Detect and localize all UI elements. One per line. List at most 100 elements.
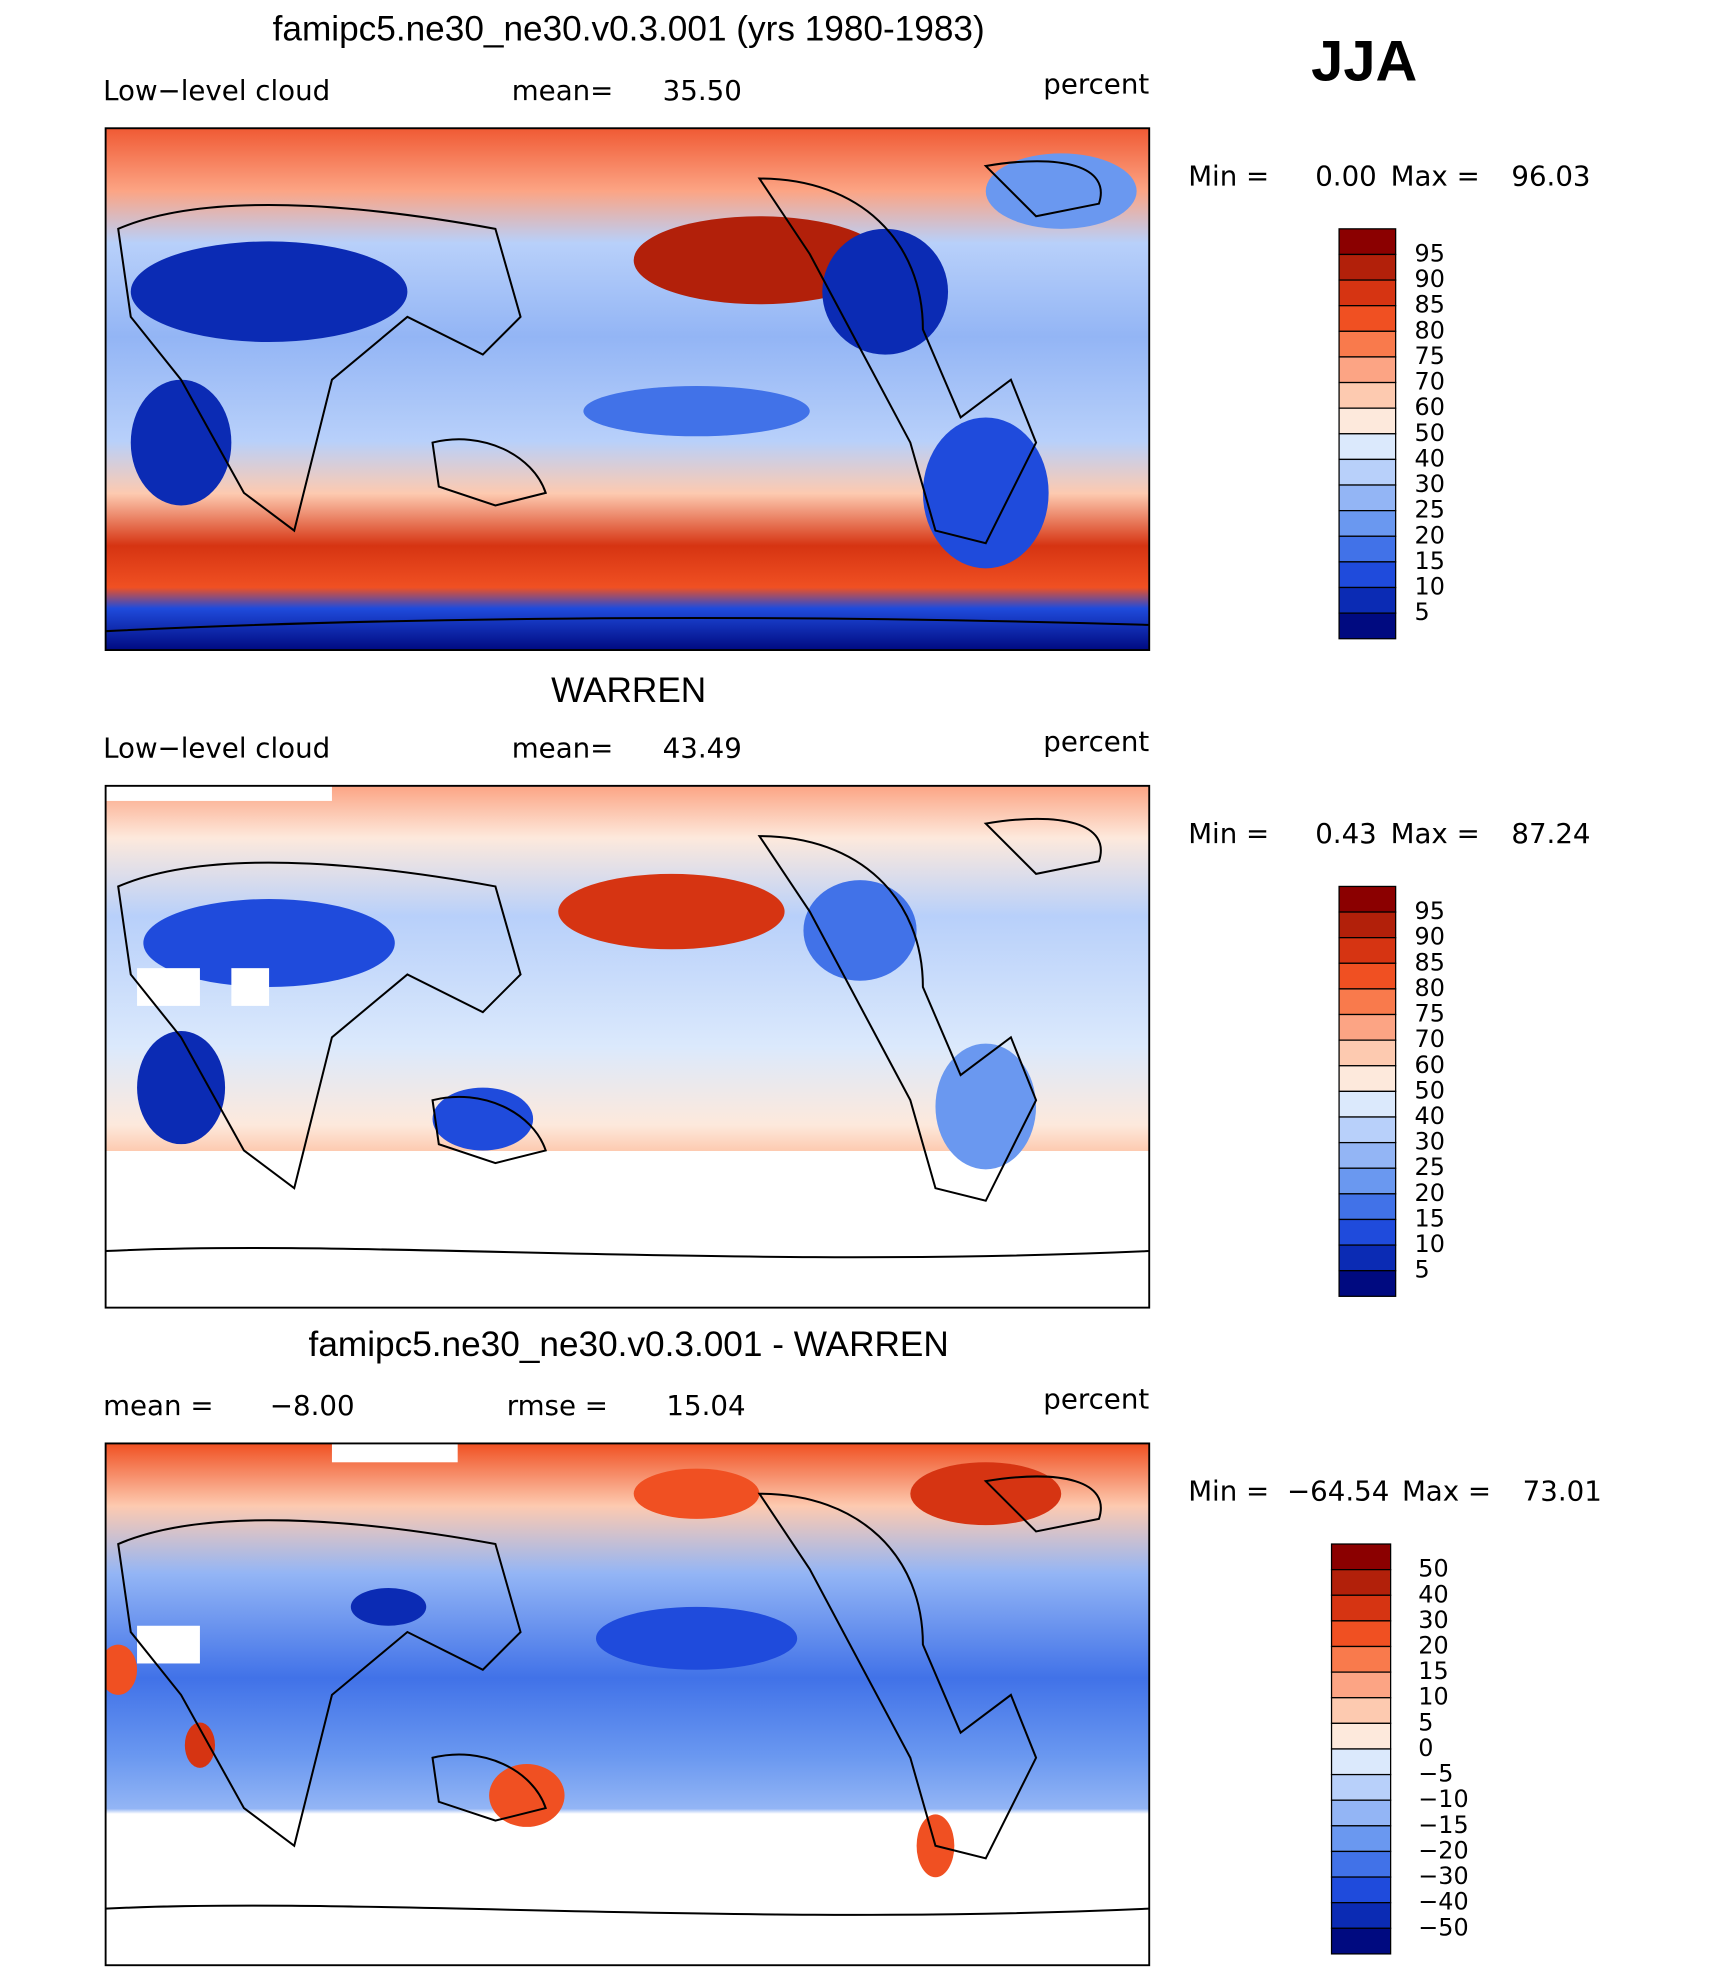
colorbar-box	[1330, 1722, 1392, 1750]
max-value: 96.03	[1511, 159, 1590, 192]
colorbar-label: 20	[1415, 521, 1445, 549]
colorbar-box	[1338, 988, 1397, 1016]
max-label: Max =	[1402, 1474, 1491, 1507]
map	[104, 1442, 1151, 1967]
colorbar-label: 5	[1415, 598, 1430, 626]
colorbar-box	[1338, 1039, 1397, 1067]
units: percent	[1043, 1383, 1149, 1416]
colorbar-box	[1338, 458, 1397, 486]
colorbar-box	[1338, 484, 1397, 512]
left-label: mean =	[103, 1389, 213, 1422]
colorbar-label: 25	[1415, 496, 1445, 524]
colorbar-box	[1330, 1645, 1392, 1673]
colorbar-label: −40	[1418, 1888, 1468, 1916]
colorbar-box	[1338, 433, 1397, 461]
max-label: Max =	[1391, 159, 1480, 192]
colorbar-label: 40	[1415, 1102, 1445, 1130]
colorbar-box	[1338, 279, 1397, 307]
colorbar-label: 15	[1415, 1204, 1445, 1232]
colorbar-box	[1330, 1697, 1392, 1724]
colorbar-box	[1338, 1167, 1397, 1195]
colorbar-label: −20	[1418, 1836, 1468, 1864]
stat-label: rmse =	[507, 1389, 608, 1422]
map	[104, 784, 1151, 1309]
colorbar-box	[1330, 1876, 1392, 1904]
colorbar-label: 30	[1415, 470, 1445, 498]
colorbar-box	[1338, 228, 1397, 256]
max-label: Max =	[1391, 817, 1480, 850]
colorbar-box	[1338, 962, 1397, 990]
season-label: JJA	[1311, 30, 1417, 94]
map	[104, 127, 1151, 651]
colorbar-box	[1338, 1116, 1397, 1144]
colorbar-box	[1338, 561, 1397, 589]
min-value: −64.54	[1287, 1474, 1389, 1507]
colorbar-box	[1330, 1594, 1392, 1622]
colorbar-box	[1338, 381, 1397, 409]
colorbar-label: 20	[1418, 1631, 1448, 1659]
colorbar-box	[1338, 510, 1397, 537]
left-value: −8.00	[270, 1389, 355, 1422]
colorbar-label: 15	[1415, 547, 1445, 575]
colorbar-label: 80	[1415, 974, 1445, 1002]
panel-title: WARREN	[551, 671, 706, 710]
colorbar-label: 0	[1418, 1734, 1433, 1762]
colorbar-label: 20	[1415, 1179, 1445, 1207]
colorbar-box	[1330, 1620, 1392, 1648]
colorbar-label: 90	[1415, 265, 1445, 293]
panel-title: famipc5.ne30_ne30.v0.3.001 (yrs 1980-198…	[273, 10, 985, 49]
panel-title: famipc5.ne30_ne30.v0.3.001 - WARREN	[309, 1325, 949, 1364]
colorbar-label: −50	[1418, 1913, 1468, 1941]
colorbar-box	[1330, 1825, 1392, 1853]
colorbar-box	[1330, 1569, 1392, 1596]
colorbar-box	[1330, 1773, 1392, 1801]
colorbar-box	[1338, 1141, 1397, 1169]
colorbar-box	[1338, 1090, 1397, 1118]
panel: famipc5.ne30_ne30.v0.3.001 - WARREN mean…	[103, 1325, 1602, 1967]
left-label: Low−level cloud	[103, 731, 330, 764]
colorbar-box	[1338, 586, 1397, 614]
colorbar-label: 60	[1415, 1051, 1445, 1079]
colorbar-label: 50	[1415, 419, 1445, 447]
colorbar-box	[1338, 911, 1397, 939]
max-value: 73.01	[1523, 1474, 1602, 1507]
min-label: Min =	[1188, 817, 1269, 850]
colorbar-label: 50	[1415, 1076, 1445, 1104]
colorbar-label: 85	[1415, 291, 1445, 319]
colorbar-label: 70	[1415, 1025, 1445, 1053]
colorbar-label: −15	[1418, 1811, 1468, 1839]
colorbar-label: 30	[1415, 1128, 1445, 1156]
colorbar-label: 75	[1415, 342, 1445, 370]
colorbar-label: 95	[1415, 239, 1445, 267]
colorbar-box	[1330, 1799, 1392, 1827]
stat-label: mean=	[512, 731, 614, 764]
colorbar-box	[1338, 937, 1397, 964]
min-label: Min =	[1188, 1474, 1269, 1507]
stat-label: mean=	[512, 74, 614, 107]
colorbar-label: 75	[1415, 1000, 1445, 1028]
colorbar-box	[1330, 1748, 1392, 1776]
colorbar-label: 70	[1415, 368, 1445, 396]
colorbar-label: 90	[1415, 923, 1445, 951]
colorbar-label: 5	[1418, 1708, 1433, 1736]
colorbar-label: 25	[1415, 1153, 1445, 1181]
colorbar-box	[1338, 356, 1397, 384]
colorbar-box	[1338, 1013, 1397, 1041]
colorbar-box	[1338, 1244, 1397, 1272]
colorbar-box	[1338, 330, 1397, 358]
colorbar-label: 30	[1418, 1606, 1448, 1634]
stat-value: 43.49	[663, 731, 742, 764]
colorbar-label: 85	[1415, 948, 1445, 976]
colorbar-label: −10	[1418, 1785, 1468, 1813]
colorbar-box	[1330, 1927, 1392, 1955]
colorbar-box	[1330, 1902, 1392, 1929]
colorbar-box	[1338, 885, 1397, 913]
colorbar-box	[1338, 1270, 1397, 1297]
colorbar-label: −30	[1418, 1862, 1468, 1890]
colorbar-box	[1330, 1543, 1392, 1571]
left-label: Low−level cloud	[103, 74, 330, 107]
units: percent	[1043, 725, 1149, 758]
